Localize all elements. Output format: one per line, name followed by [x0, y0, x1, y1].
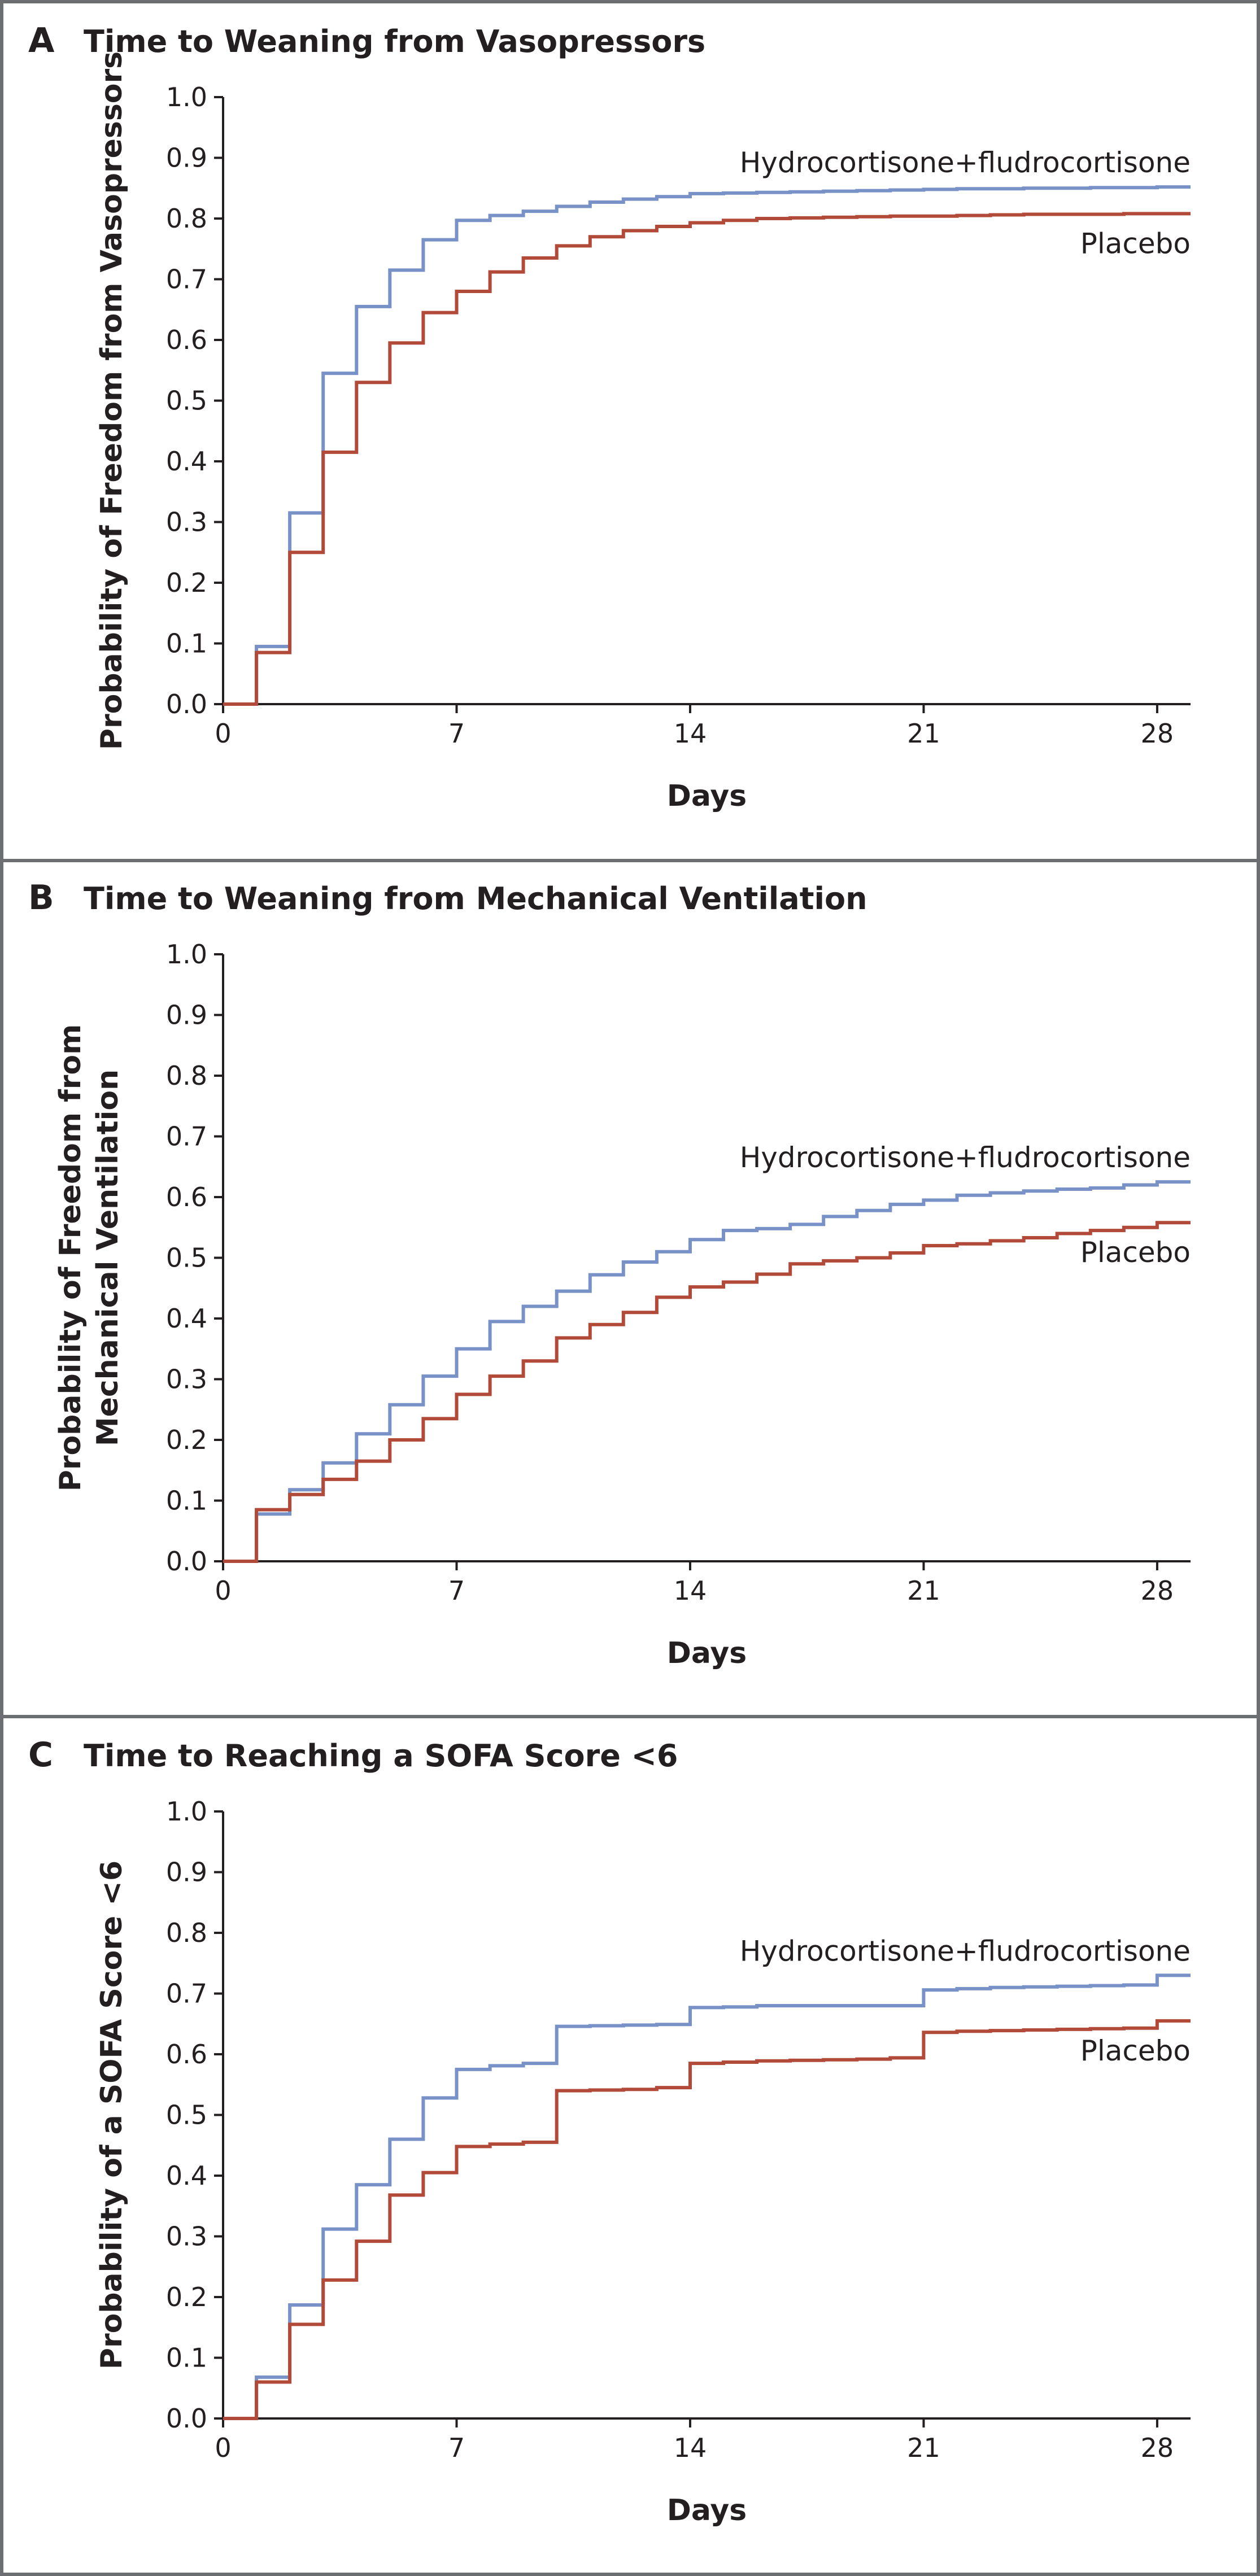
panel-title: Time to Weaning from Vasopressors: [84, 24, 705, 59]
x-axis-title: Days: [667, 779, 747, 813]
y-tick-label: 0.1: [166, 1486, 207, 1516]
y-tick-label: 0.4: [166, 2160, 207, 2191]
x-tick-label: 7: [448, 2433, 465, 2463]
y-axis-title: Mechanical Ventilation: [91, 1069, 125, 1446]
panel-title: Time to Reaching a SOFA Score <6: [84, 1738, 678, 1774]
y-tick-label: 0.3: [166, 2221, 207, 2252]
series-line-placebo: [223, 212, 1191, 706]
x-tick-label: 21: [907, 1575, 940, 1606]
x-tick-label: 7: [448, 718, 465, 749]
series-line-hydrocortisone: [223, 185, 1191, 706]
y-tick-label: 0.6: [166, 1182, 207, 1212]
series-label-placebo: Placebo: [1080, 1236, 1191, 1269]
y-tick-label: 0.2: [166, 2282, 207, 2312]
series-label-hydrocortisone: Hydrocortisone+fludrocortisone: [740, 1935, 1191, 1967]
y-tick-label: 0.0: [166, 689, 207, 719]
y-tick-label: 0.6: [166, 325, 207, 355]
series-label-placebo: Placebo: [1080, 227, 1191, 260]
y-tick-label: 0.4: [166, 1303, 207, 1334]
x-tick-label: 28: [1141, 718, 1174, 749]
x-tick-label: 14: [674, 718, 707, 749]
y-tick-label: 0.8: [166, 1060, 207, 1091]
y-tick-label: 0.3: [166, 507, 207, 538]
y-tick-label: 0.3: [166, 1364, 207, 1395]
series-line-placebo: [223, 1221, 1191, 1563]
y-tick-label: 0.5: [166, 2100, 207, 2130]
y-tick-label: 0.1: [166, 2343, 207, 2373]
y-tick-label: 0.7: [166, 1979, 207, 2009]
x-tick-label: 7: [448, 1575, 465, 1606]
y-tick-label: 1.0: [166, 82, 207, 112]
y-axis-title: Probability of Freedom from Vasopressors: [95, 51, 129, 750]
x-tick-label: 14: [674, 2433, 707, 2463]
y-axis-title: Probability of Freedom from: [54, 1024, 88, 1492]
x-tick-label: 21: [907, 718, 940, 749]
y-tick-label: 0.1: [166, 628, 207, 659]
x-tick-label: 21: [907, 2433, 940, 2463]
series-line-hydrocortisone: [223, 1974, 1191, 2420]
y-tick-label: 0.8: [166, 1918, 207, 1948]
series-line-placebo: [223, 2019, 1191, 2420]
y-tick-label: 1.0: [166, 939, 207, 970]
y-tick-label: 0.6: [166, 2039, 207, 2069]
x-tick-label: 14: [674, 1575, 707, 1606]
y-tick-label: 0.7: [166, 1121, 207, 1152]
x-axis-title: Days: [667, 2494, 747, 2527]
y-tick-label: 0.4: [166, 446, 207, 477]
x-axis-title: Days: [667, 1636, 747, 1670]
x-tick-label: 28: [1141, 1575, 1174, 1606]
x-tick-label: 0: [215, 718, 231, 749]
y-tick-label: 0.9: [166, 1857, 207, 1888]
y-tick-label: 0.5: [166, 386, 207, 416]
panel-b: B Time to Weaning from Mechanical Ventil…: [28, 878, 1191, 1670]
panel-letter: C: [28, 1735, 53, 1775]
series-label-hydrocortisone: Hydrocortisone+fludrocortisone: [740, 146, 1191, 179]
y-axis-title: Probability of a SOFA Score <6: [95, 1861, 129, 2369]
y-tick-label: 0.7: [166, 264, 207, 295]
panel-letter: A: [28, 21, 55, 60]
series-label-hydrocortisone: Hydrocortisone+fludrocortisone: [740, 1141, 1191, 1174]
y-tick-label: 0.0: [166, 1546, 207, 1577]
y-tick-label: 0.2: [166, 1425, 207, 1455]
y-tick-label: 0.2: [166, 567, 207, 598]
series-line-hydrocortisone: [223, 1180, 1191, 1563]
x-tick-label: 28: [1141, 2433, 1174, 2463]
y-tick-label: 0.9: [166, 1000, 207, 1031]
y-tick-label: 0.9: [166, 143, 207, 173]
y-tick-label: 0.8: [166, 203, 207, 234]
panel-title: Time to Weaning from Mechanical Ventilat…: [84, 881, 867, 916]
x-tick-label: 0: [215, 2433, 231, 2463]
y-tick-label: 1.0: [166, 1796, 207, 1827]
panel-letter: B: [28, 878, 54, 918]
x-tick-label: 0: [215, 1575, 231, 1606]
y-tick-label: 0.0: [166, 2403, 207, 2434]
panel-a: A Time to Weaning from Vasopressors 0.0 0…: [28, 21, 1191, 813]
panel-c: C Time to Reaching a SOFA Score <6 0.0 0.…: [28, 1735, 1191, 2527]
y-tick-label: 0.5: [166, 1243, 207, 1273]
series-label-placebo: Placebo: [1080, 2034, 1191, 2067]
